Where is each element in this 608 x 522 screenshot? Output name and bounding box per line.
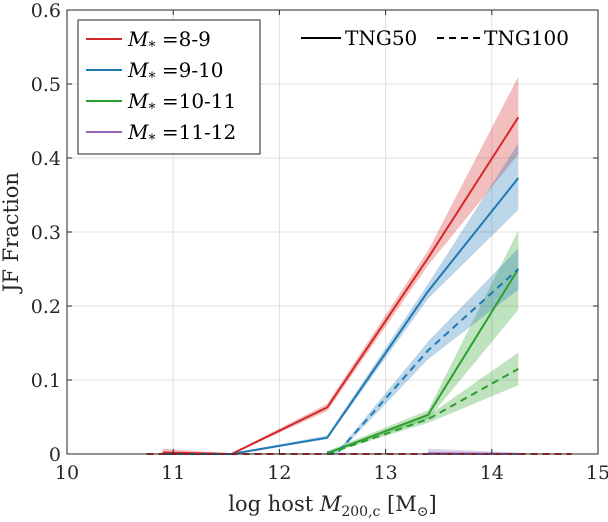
- y-tick-label: 0.2: [31, 296, 61, 318]
- x-axis-label-unit: [M: [380, 492, 416, 516]
- x-axis-label-sub: 200,c: [341, 504, 380, 520]
- grid: [66, 9, 599, 455]
- y-tick-label: 0.4: [31, 148, 61, 170]
- legend-mass-label: M* =8-9: [127, 27, 211, 55]
- x-tick-label: 14: [480, 462, 504, 484]
- y-tick-label: 0.1: [31, 370, 61, 392]
- x-tick-label: 11: [161, 462, 185, 484]
- x-tick-label: 15: [586, 462, 608, 484]
- y-tick-label: 0.5: [31, 74, 61, 96]
- y-axis-label: JF Fraction: [0, 172, 23, 294]
- tick-labels: 10 11 12 13 14 15 0 0.1 0.2 0.3 0.4 0.5 0.6: [31, 0, 608, 484]
- x-tick-label: 13: [374, 462, 398, 484]
- x-tick-label: 10: [55, 462, 79, 484]
- legend-mass: M* =8-9 M* =9-10 M* =10-11 M* =11-12: [77, 19, 261, 155]
- legend-mass-label: M* =11-12: [127, 120, 236, 148]
- legend-sim-label: TNG50: [345, 26, 417, 50]
- x-tick-label: 12: [267, 462, 291, 484]
- axis-ticks: [66, 9, 599, 455]
- band-tng50: [327, 230, 519, 454]
- x-axis-label-prefix: log host: [228, 492, 320, 516]
- legend-mass-label: M* =9-10: [127, 58, 224, 86]
- x-axis-label-var: M: [319, 492, 342, 516]
- x-axis-label-unit-sub: ⊙: [417, 504, 429, 520]
- y-tick-label: 0.6: [31, 0, 61, 22]
- band-tng100: [327, 248, 519, 454]
- series-line-tng50: [326, 268, 520, 455]
- legend-sim: TNG50 TNG100: [301, 26, 569, 50]
- y-tick-label: 0.3: [31, 222, 61, 244]
- x-axis-label: log host M200,c [M⊙]: [228, 492, 436, 520]
- legend-mass-label: M* =10-11: [127, 89, 236, 117]
- legend-sim-label: TNG100: [484, 26, 569, 50]
- x-axis-label-suffix: ]: [428, 492, 436, 516]
- y-tick-label: 0: [49, 444, 61, 466]
